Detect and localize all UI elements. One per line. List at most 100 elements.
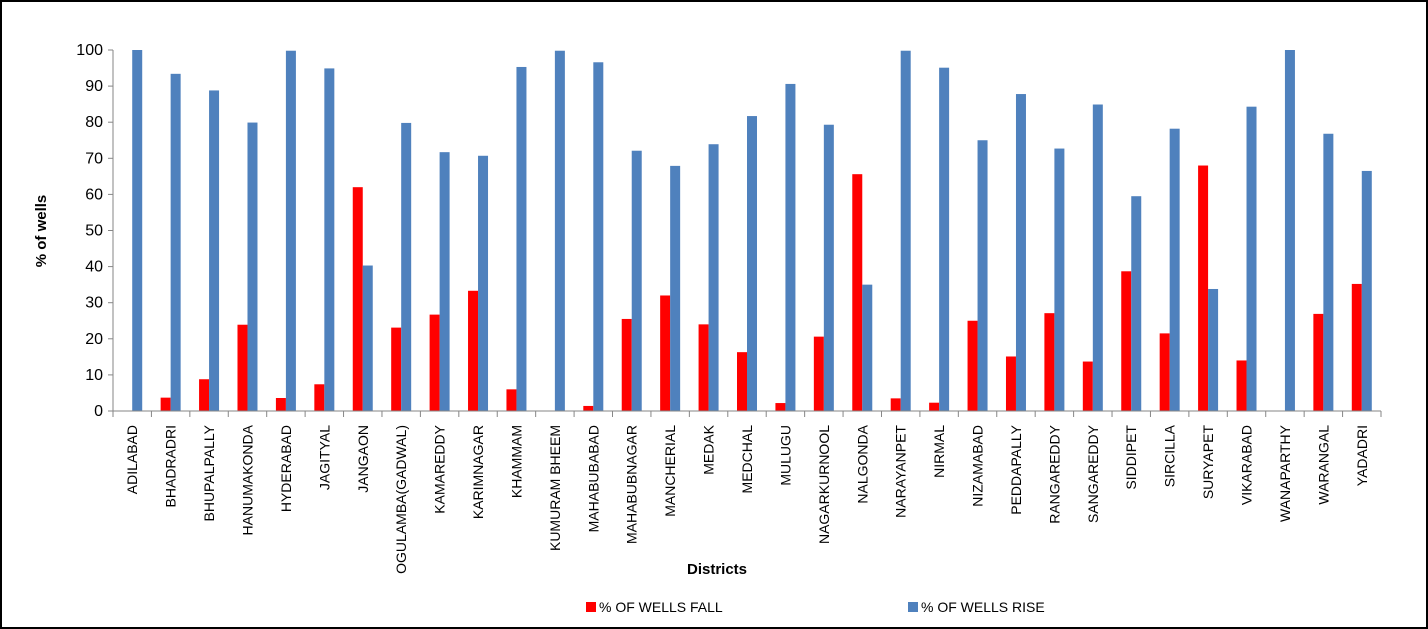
bar-rise (362, 265, 373, 411)
x-category-label: KUMURAM BHEEM (547, 425, 563, 551)
legend-swatch-rise (908, 602, 918, 612)
x-category-label: NAGARKURNOOL (816, 425, 832, 544)
y-tick-label: 70 (85, 150, 103, 167)
y-tick-label: 0 (94, 403, 103, 420)
bar-rise (209, 90, 220, 411)
bar-rise (324, 68, 335, 411)
bar-rise (1054, 148, 1065, 412)
x-category-label: OGULAMBA(GADWAL) (393, 425, 409, 574)
x-category-label: BHUPALPALLY (201, 424, 217, 521)
bar-fall (621, 318, 632, 411)
bar-fall (967, 320, 978, 411)
bar-fall (1198, 165, 1209, 411)
bar-fall (199, 379, 210, 411)
x-category-label: MANCHERIAL (662, 425, 678, 517)
x-category-label: HANUMAKONDA (239, 424, 255, 535)
y-axis-title: % of wells (33, 195, 50, 268)
bar-rise (1015, 94, 1026, 412)
bar-fall (1236, 360, 1247, 411)
y-tick-label: 90 (85, 78, 103, 95)
bar-fall (1313, 313, 1324, 411)
bar-rise (977, 140, 988, 411)
bar-fall (1121, 271, 1132, 411)
x-category-label: NIRMAL (931, 425, 947, 478)
x-category-label: ADILABAD (124, 425, 140, 494)
bar-fall (468, 290, 479, 411)
bar-rise (132, 50, 143, 411)
bar-rise (670, 165, 681, 411)
bar-fall (352, 187, 363, 411)
x-category-label: KAMAREDDY (432, 424, 448, 513)
x-category-label: BHADRADRI (163, 425, 179, 507)
bar-rise (631, 150, 642, 411)
bar-fall (583, 405, 594, 411)
bar-rise (439, 152, 450, 411)
legend-swatch-fall (586, 602, 596, 612)
bar-fall (429, 314, 440, 411)
bar-fall (391, 327, 402, 411)
bar-fall (890, 398, 901, 411)
bar-fall (813, 336, 824, 411)
legend-label-fall: % OF WELLS FALL (599, 599, 723, 615)
x-category-label: NARAYANPET (893, 425, 909, 518)
bar-fall (660, 295, 671, 411)
x-category-label: NIZAMABAD (970, 425, 986, 507)
x-category-label: JANGAON (355, 425, 371, 493)
bar-rise (1323, 133, 1334, 411)
bar-rise (170, 73, 181, 412)
bars (112, 50, 1382, 417)
y-axis-ticks: 0 10 20 30 40 50 60 70 80 90 100 (76, 42, 113, 420)
bar-rise (900, 50, 911, 412)
bar-fall (1044, 313, 1055, 411)
x-category-label: MULUGU (777, 425, 793, 486)
bar-fall (506, 389, 517, 411)
bar-rise (939, 67, 950, 412)
x-category-label: HYDERABAD (278, 425, 294, 512)
x-category-label: MAHABUBNAGAR (624, 425, 640, 544)
x-category-label: SIDDIPET (1123, 425, 1139, 490)
legend: % OF WELLS FALL % OF WELLS RISE (586, 599, 1045, 615)
x-category-label: WANAPARTHY (1277, 424, 1293, 522)
bar-rise (285, 50, 296, 412)
y-tick-label: 80 (85, 114, 103, 131)
bar-rise (593, 62, 604, 412)
bar-rise (785, 83, 796, 412)
bar-rise (478, 155, 489, 411)
bar-rise (516, 66, 527, 411)
bar-fall (237, 324, 248, 411)
x-category-label: MAHABUBABAD (585, 425, 601, 532)
bar-rise (1131, 196, 1142, 411)
y-tick-label: 20 (85, 331, 103, 348)
x-category-label: JAGITYAL (316, 425, 332, 490)
bar-rise (247, 122, 258, 411)
bar-rise (862, 284, 873, 411)
bar-rise (554, 50, 565, 412)
y-tick-label: 10 (85, 367, 103, 384)
bar-fall (314, 384, 325, 411)
y-tick-label: 60 (85, 186, 103, 203)
bar-fall (1351, 283, 1362, 411)
bar-rise (708, 144, 719, 411)
bar-rise (401, 122, 412, 411)
x-category-label: KHAMMAM (508, 425, 524, 498)
y-tick-label: 50 (85, 223, 103, 240)
bar-fall (1082, 361, 1093, 411)
bar-rise (1361, 170, 1372, 411)
x-category-label: SURYAPET (1200, 425, 1216, 500)
x-category-label: PEDDAPALLY (1008, 424, 1024, 514)
bar-rise (1246, 106, 1257, 411)
bar-rise (747, 116, 757, 412)
bar-rise (1284, 50, 1295, 411)
bar-fall (852, 174, 863, 411)
x-category-label: NALGONDA (854, 424, 870, 503)
x-category-label: SANGAREDDY (1085, 424, 1101, 523)
x-category-label: SIRCILLA (1162, 424, 1178, 487)
bar-fall (929, 402, 940, 411)
bar-rise (1092, 104, 1103, 412)
x-category-label: YADADRI (1354, 425, 1370, 486)
bar-fall (1005, 356, 1016, 411)
bar-fall (160, 397, 171, 411)
bar-fall (737, 352, 747, 411)
